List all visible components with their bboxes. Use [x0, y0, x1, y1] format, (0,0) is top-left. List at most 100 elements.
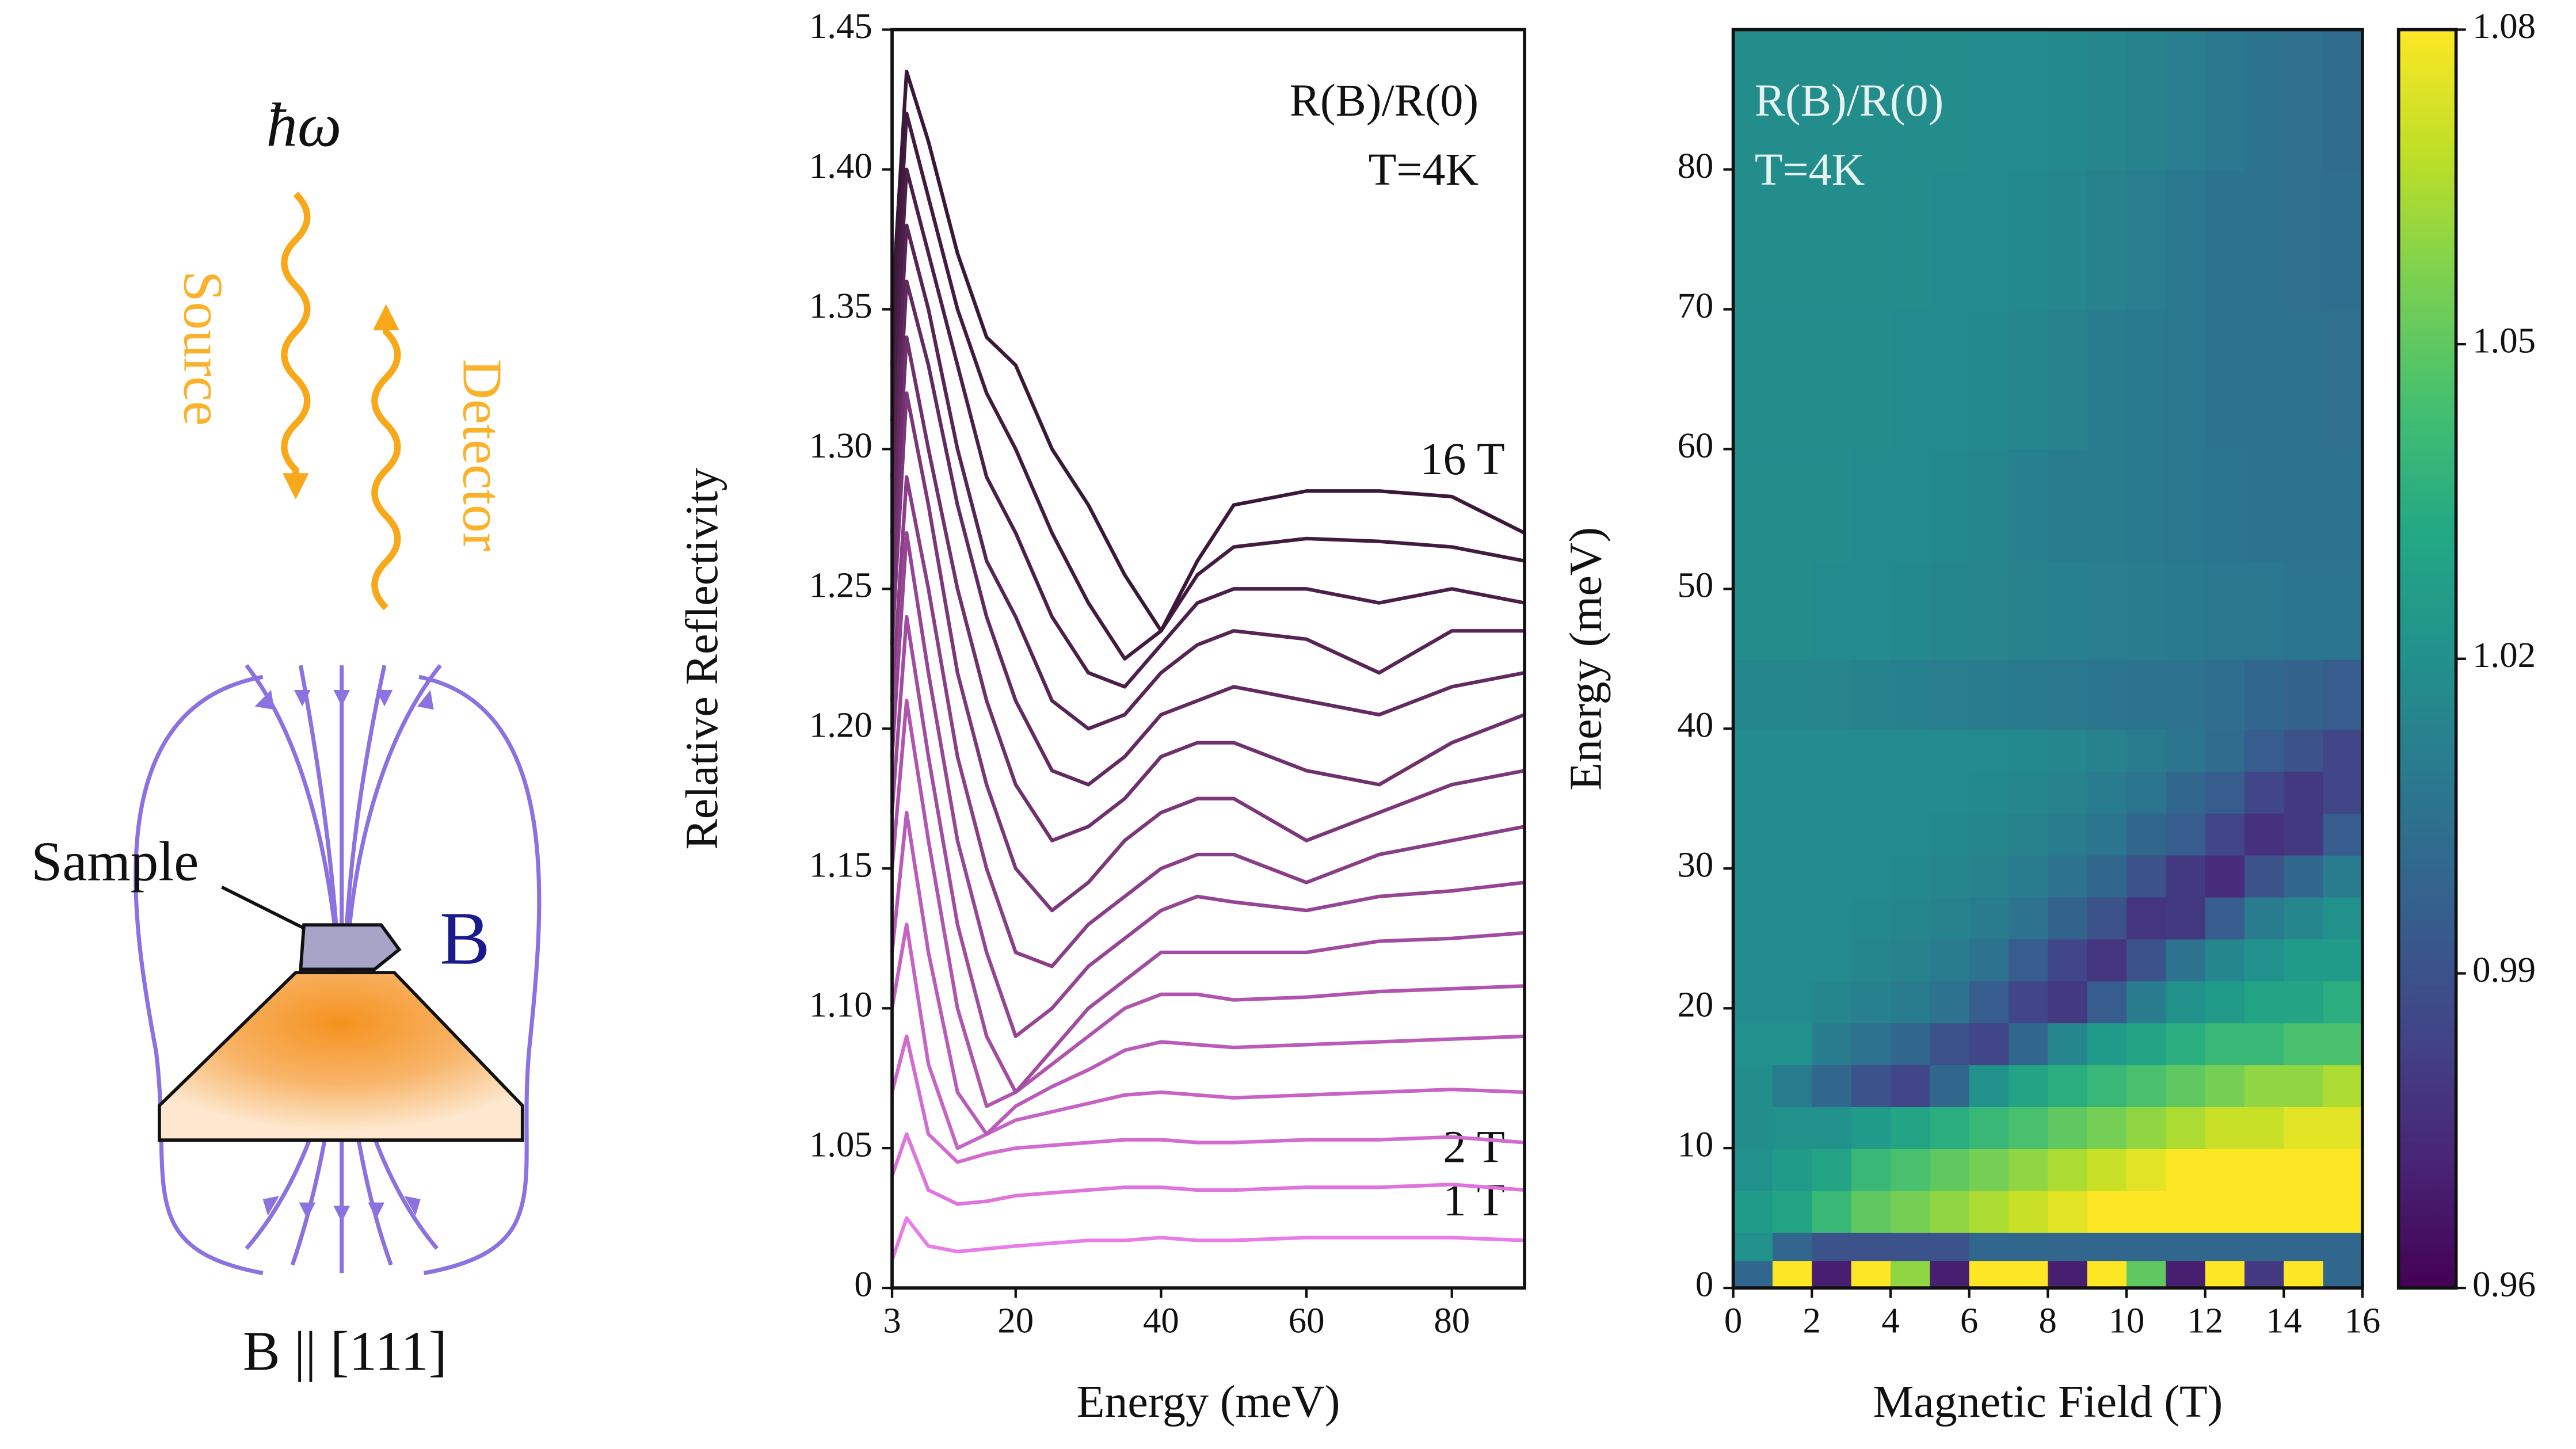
- heatmap-cell: [2166, 1106, 2207, 1149]
- heatmap-cell: [2166, 658, 2207, 730]
- heatmap-cell: [2323, 729, 2364, 772]
- series-label: 1 T: [1443, 1175, 1505, 1226]
- heatmap-cell: [1772, 658, 1813, 730]
- heatmap-cell: [2126, 1148, 2167, 1191]
- heatmap-cell: [1890, 771, 1931, 814]
- heatmap-cell: [2008, 1064, 2049, 1107]
- heatmap-cell: [1733, 1231, 1774, 1261]
- heatmap-cell: [2323, 1231, 2364, 1261]
- y-axis-label: Relative Reflectivity: [677, 468, 727, 849]
- heatmap-cell: [2323, 169, 2364, 311]
- heatmap-cell: [2126, 1022, 2167, 1066]
- series-line: [890, 699, 1525, 1108]
- heatmap-cell: [2284, 1064, 2325, 1107]
- heatmap-cell: [1733, 1064, 1774, 1107]
- heatmap-cell: [1812, 1260, 1853, 1289]
- heatmap-cell: [1969, 1022, 2010, 1066]
- y-tick-label: 0: [1695, 1264, 1713, 1305]
- field-arrows: [254, 690, 434, 1222]
- heatmap-cell: [2323, 1106, 2364, 1149]
- heatmap-cell: [1890, 980, 1931, 1024]
- heatmap-cell: [2008, 560, 2049, 660]
- series-line: [890, 279, 1525, 787]
- heatmap-cell: [2008, 854, 2049, 898]
- heatmap-cell: [2166, 449, 2207, 562]
- heatmap-cell: [1812, 560, 1853, 660]
- heatmap-cell: [1772, 1106, 1813, 1149]
- sample: [299, 923, 402, 971]
- heatmap-cell: [1930, 1231, 1971, 1261]
- x-tick-label: 20: [997, 1300, 1034, 1340]
- heatmap-cell: [1930, 813, 1971, 856]
- sample-holder: [158, 971, 524, 1142]
- heatmap-cell: [2205, 560, 2246, 660]
- heatmap-cell: [2205, 29, 2246, 171]
- heatmap-cell: [1812, 169, 1853, 311]
- heatmap-cell: [1812, 1148, 1853, 1191]
- series-line: [890, 1034, 1525, 1164]
- x-tick-label: 3: [883, 1300, 901, 1340]
- heatmap-cell: [1851, 938, 1892, 982]
- heatmap-cell: [2166, 1260, 2207, 1289]
- annotation: T=4K: [1755, 144, 1865, 195]
- heatmap-cell: [1851, 854, 1892, 898]
- heatmap-cell: [1930, 560, 1971, 660]
- heatmap-cell: [2284, 938, 2325, 982]
- heatmap-cell: [1812, 854, 1853, 898]
- heatmap-cell: [1969, 771, 2010, 814]
- heatmap-cell: [2284, 1148, 2325, 1191]
- heatmap-cell: [2048, 980, 2089, 1024]
- heatmap-cell: [2126, 1064, 2167, 1107]
- x-tick-label: 2: [1803, 1300, 1821, 1340]
- heatmap-cell: [1969, 896, 2010, 940]
- y-tick-label: 1.30: [809, 425, 872, 466]
- heatmap-cell: [1890, 813, 1931, 856]
- heatmap-cell: [2126, 896, 2167, 940]
- heatmap-cell: [2166, 309, 2207, 451]
- heatmap-cell: [2126, 29, 2167, 171]
- heatmap-cell: [2087, 309, 2128, 451]
- heatmap-cell: [1812, 1064, 1853, 1107]
- heatmap-cell: [1930, 29, 1971, 171]
- heatmap-cell: [2048, 729, 2089, 772]
- heatmap-cell: [1733, 1106, 1774, 1149]
- heatmap-cell: [1812, 1106, 1853, 1149]
- heatmap-cell: [2323, 896, 2364, 940]
- colorbar-tick-label: 1.02: [2472, 635, 2536, 675]
- heatmap-cell: [1890, 449, 1931, 562]
- heatmap-cell: [1733, 854, 1774, 898]
- series-line: [890, 615, 1525, 1095]
- heatmap-cell: [1733, 938, 1774, 982]
- heatmap-cell: [2323, 560, 2364, 660]
- series-line: [890, 167, 1525, 689]
- heatmap-cell: [2284, 449, 2325, 562]
- heatmap-cell: [1812, 729, 1853, 772]
- heatmap-cell: [2048, 1260, 2089, 1289]
- heatmap-cell: [1969, 813, 2010, 856]
- heatmap-cell: [2008, 1148, 2049, 1191]
- heatmap-cell: [2048, 169, 2089, 311]
- heatmap-cell: [1772, 938, 1813, 982]
- heatmap-cell: [1969, 560, 2010, 660]
- heatmap-cell: [2008, 1190, 2049, 1233]
- y-tick-label: 80: [1678, 146, 1714, 186]
- x-tick-label: 0: [1724, 1300, 1742, 1340]
- heatmap-cell: [1772, 560, 1813, 660]
- heatmap-cell: [1812, 813, 1853, 856]
- heatmap-cell: [1772, 854, 1813, 898]
- heatmap-cell: [1930, 1064, 1971, 1107]
- x-tick-label: 10: [2109, 1300, 2145, 1340]
- heatmap-cell: [2166, 29, 2207, 171]
- heatmap-cell: [2244, 1260, 2285, 1289]
- heatmap-cell: [2284, 771, 2325, 814]
- heatmap-cell: [1930, 658, 1971, 730]
- series-line: [890, 475, 1525, 968]
- heatmap-cell: [1851, 1190, 1892, 1233]
- heatmap-cell: [1890, 896, 1931, 940]
- heatmap-cell: [2205, 1064, 2246, 1107]
- heatmap-cell: [1812, 1231, 1853, 1261]
- heatmap-cell: [2244, 938, 2285, 982]
- series-line: [890, 1216, 1525, 1261]
- orientation-label: B || [111]: [243, 1320, 447, 1382]
- heatmap-cell: [1930, 1260, 1971, 1289]
